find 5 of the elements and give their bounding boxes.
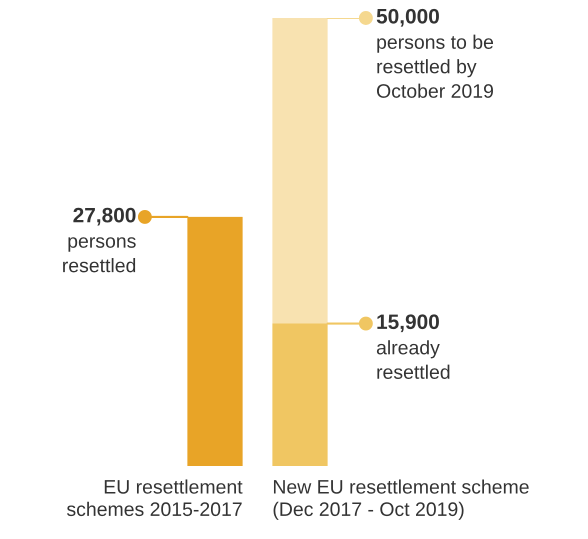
x-tick-label: EU resettlement schemes 2015-2017 bbox=[66, 479, 242, 516]
x-tick-label: New EU resettlement scheme (Dec 2017 - Oct 2019) bbox=[274, 479, 529, 520]
total-label: 50,000 persons to be resettled by October 2019 bbox=[376, 8, 494, 98]
data-label: 15,900 already resettled bbox=[376, 314, 450, 379]
data-label: 27,800 persons resettled bbox=[63, 208, 136, 272]
